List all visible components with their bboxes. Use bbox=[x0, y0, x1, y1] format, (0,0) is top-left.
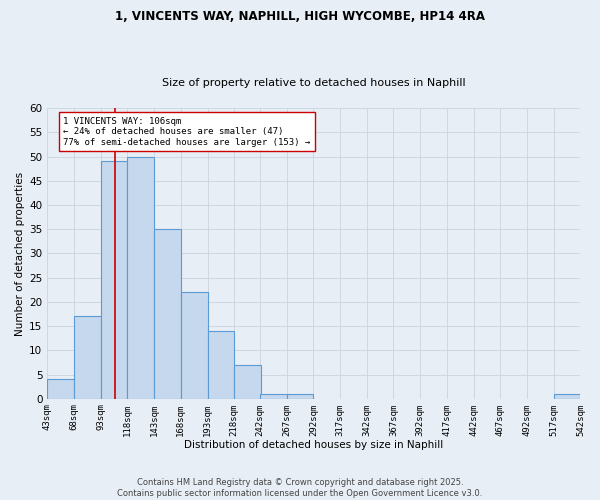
Bar bbox=[208, 331, 234, 398]
Title: Size of property relative to detached houses in Naphill: Size of property relative to detached ho… bbox=[162, 78, 466, 88]
Text: 1 VINCENTS WAY: 106sqm
← 24% of detached houses are smaller (47)
77% of semi-det: 1 VINCENTS WAY: 106sqm ← 24% of detached… bbox=[63, 117, 311, 146]
Bar bbox=[101, 162, 127, 398]
Bar bbox=[127, 156, 154, 398]
X-axis label: Distribution of detached houses by size in Naphill: Distribution of detached houses by size … bbox=[184, 440, 443, 450]
Bar bbox=[47, 380, 74, 398]
Bar bbox=[554, 394, 580, 398]
Bar bbox=[74, 316, 101, 398]
Text: 1, VINCENTS WAY, NAPHILL, HIGH WYCOMBE, HP14 4RA: 1, VINCENTS WAY, NAPHILL, HIGH WYCOMBE, … bbox=[115, 10, 485, 23]
Bar bbox=[154, 230, 181, 398]
Text: Contains HM Land Registry data © Crown copyright and database right 2025.
Contai: Contains HM Land Registry data © Crown c… bbox=[118, 478, 482, 498]
Bar bbox=[181, 292, 208, 399]
Bar bbox=[260, 394, 287, 398]
Y-axis label: Number of detached properties: Number of detached properties bbox=[15, 172, 25, 336]
Bar bbox=[234, 365, 261, 398]
Bar bbox=[287, 394, 313, 398]
